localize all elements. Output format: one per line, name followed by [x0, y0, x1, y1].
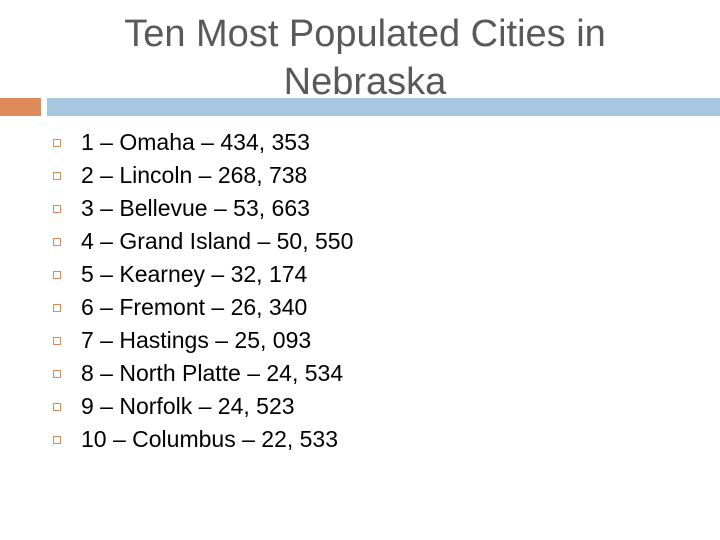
list-item-text: 4 – Grand Island – 50, 550: [81, 228, 354, 254]
square-bullet-icon: [53, 237, 61, 246]
square-bullet-icon: [53, 303, 61, 312]
square-bullet-icon: [53, 336, 61, 345]
square-bullet-icon: [53, 270, 61, 279]
list-item: 2 – Lincoln – 268, 738: [53, 159, 353, 192]
list-item: 9 – Norfolk – 24, 523: [53, 390, 353, 423]
list-item-text: 10 – Columbus – 22, 533: [81, 426, 339, 452]
list-item-text: 7 – Hastings – 25, 093: [81, 327, 312, 353]
square-bullet-icon: [53, 435, 61, 444]
list-item: 5 – Kearney – 32, 174: [53, 258, 353, 291]
list-item: 1 – Omaha – 434, 353: [53, 126, 353, 159]
list-item-text: 3 – Bellevue – 53, 663: [81, 195, 310, 221]
list-item: 10 – Columbus – 22, 533: [53, 423, 353, 456]
square-bullet-icon: [53, 402, 61, 411]
square-bullet-icon: [53, 204, 61, 213]
title-accent-bar: [0, 98, 41, 116]
list-item-text: 9 – Norfolk – 24, 523: [81, 393, 295, 419]
list-item: 8 – North Platte – 24, 534: [53, 357, 353, 390]
list-item-text: 8 – North Platte – 24, 534: [81, 360, 344, 386]
list-item: 4 – Grand Island – 50, 550: [53, 225, 353, 258]
slide-title: Ten Most Populated Cities in Nebraska: [90, 10, 640, 106]
square-bullet-icon: [53, 171, 61, 180]
list-item: 6 – Fremont – 26, 340: [53, 291, 353, 324]
list-item-text: 5 – Kearney – 32, 174: [81, 261, 308, 287]
list-item-text: 1 – Omaha – 434, 353: [81, 129, 310, 155]
list-item: 3 – Bellevue – 53, 663: [53, 192, 353, 225]
slide-title-line-1: Ten Most Populated Cities in: [124, 13, 606, 55]
title-divider-bar: [47, 98, 720, 116]
list-item-text: 2 – Lincoln – 268, 738: [81, 162, 308, 188]
city-list: 1 – Omaha – 434, 353 2 – Lincoln – 268, …: [53, 126, 353, 456]
square-bullet-icon: [53, 369, 61, 378]
list-item-text: 6 – Fremont – 26, 340: [81, 294, 308, 320]
slide-title-line-2: Nebraska: [283, 61, 447, 103]
list-item: 7 – Hastings – 25, 093: [53, 324, 353, 357]
square-bullet-icon: [53, 138, 61, 147]
